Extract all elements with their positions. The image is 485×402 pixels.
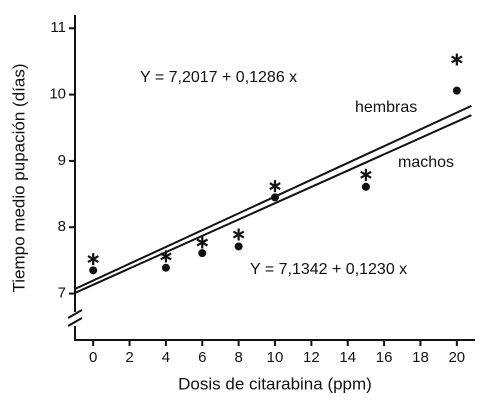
equation: Y = 7,2017 + 0,1286 x (140, 69, 297, 86)
x-tick-label: 18 (412, 349, 429, 366)
x-tick-label: 14 (339, 349, 356, 366)
point (452, 86, 461, 95)
x-tick-label: 8 (234, 349, 242, 366)
point (161, 263, 170, 272)
x-tick-label: 4 (162, 349, 170, 366)
fit-line (74, 114, 472, 294)
point (232, 228, 245, 241)
point (361, 182, 370, 191)
point (234, 242, 243, 251)
line-label: hembras (355, 99, 417, 116)
equation: Y = 7,1342 + 0,1230 x (250, 261, 407, 278)
x-tick-label: 12 (303, 349, 320, 366)
y-tick-label: 11 (50, 19, 66, 36)
point (89, 266, 98, 275)
x-tick-label: 0 (89, 349, 97, 366)
point (451, 53, 463, 66)
axis-break (67, 309, 83, 327)
x-tick-label: 20 (448, 349, 465, 366)
y-tick-label: 9 (58, 152, 66, 169)
y-tick-label: 7 (58, 285, 66, 302)
y-axis-title: Tiempo medio pupación (días) (9, 64, 28, 293)
point (269, 180, 281, 193)
x-tick-label: 6 (198, 349, 206, 366)
point (87, 253, 99, 266)
y-tick-label: 10 (49, 86, 66, 103)
x-tick-label: 2 (125, 349, 133, 366)
point (198, 249, 207, 258)
x-tick-label: 16 (376, 349, 393, 366)
line-label: machos (398, 154, 454, 171)
y-tick-label: 8 (58, 218, 66, 235)
axes (74, 15, 475, 341)
point (196, 236, 209, 249)
point (360, 168, 372, 181)
x-axis-title: Dosis de citarabina (ppm) (178, 374, 372, 393)
x-tick-label: 10 (267, 349, 284, 366)
point (271, 193, 279, 202)
